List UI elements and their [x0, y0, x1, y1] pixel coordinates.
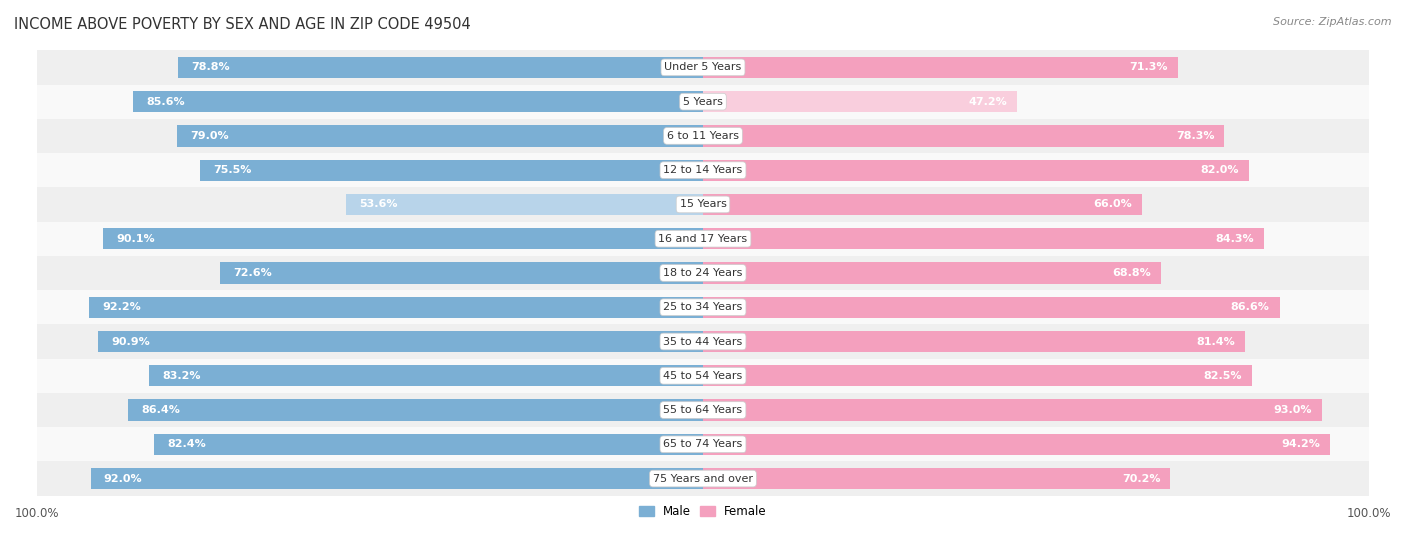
Text: 78.3%: 78.3% — [1175, 131, 1215, 141]
Bar — [703, 331, 1244, 352]
Bar — [703, 228, 1264, 249]
Text: 65 to 74 Years: 65 to 74 Years — [664, 439, 742, 449]
Bar — [98, 331, 703, 352]
Text: 72.6%: 72.6% — [233, 268, 271, 278]
Bar — [177, 125, 703, 146]
Bar — [37, 290, 1369, 324]
Text: 78.8%: 78.8% — [191, 63, 231, 72]
Bar — [703, 57, 1178, 78]
Text: 93.0%: 93.0% — [1274, 405, 1312, 415]
Text: 45 to 54 Years: 45 to 54 Years — [664, 371, 742, 381]
Text: 55 to 64 Years: 55 to 64 Years — [664, 405, 742, 415]
Bar — [37, 427, 1369, 461]
Bar — [37, 256, 1369, 290]
Legend: Male, Female: Male, Female — [634, 500, 772, 523]
Text: 16 and 17 Years: 16 and 17 Years — [658, 234, 748, 244]
Bar — [37, 84, 1369, 119]
Text: 85.6%: 85.6% — [146, 97, 186, 107]
Text: 75 Years and over: 75 Years and over — [652, 473, 754, 484]
Text: 90.9%: 90.9% — [111, 337, 150, 347]
Bar — [703, 125, 1225, 146]
Bar — [37, 119, 1369, 153]
Bar — [37, 324, 1369, 359]
Text: 86.4%: 86.4% — [141, 405, 180, 415]
Bar — [103, 228, 703, 249]
Text: 35 to 44 Years: 35 to 44 Years — [664, 337, 742, 347]
Bar — [37, 221, 1369, 256]
Bar — [37, 50, 1369, 84]
Bar — [703, 434, 1330, 455]
Text: 68.8%: 68.8% — [1112, 268, 1152, 278]
Text: 94.2%: 94.2% — [1281, 439, 1320, 449]
Text: Under 5 Years: Under 5 Years — [665, 63, 741, 72]
Bar — [37, 153, 1369, 187]
Bar — [37, 187, 1369, 221]
Text: Source: ZipAtlas.com: Source: ZipAtlas.com — [1274, 17, 1392, 27]
Text: 12 to 14 Years: 12 to 14 Years — [664, 165, 742, 175]
Bar — [37, 359, 1369, 393]
Bar — [346, 194, 703, 215]
Bar — [37, 461, 1369, 496]
Bar — [179, 57, 703, 78]
Bar — [703, 194, 1143, 215]
Text: 92.0%: 92.0% — [104, 473, 142, 484]
Text: 66.0%: 66.0% — [1094, 200, 1132, 210]
Bar — [703, 262, 1161, 283]
Bar — [703, 297, 1279, 318]
Bar — [703, 365, 1253, 386]
Text: 6 to 11 Years: 6 to 11 Years — [666, 131, 740, 141]
Text: 18 to 24 Years: 18 to 24 Years — [664, 268, 742, 278]
Text: 15 Years: 15 Years — [679, 200, 727, 210]
Bar — [90, 468, 703, 489]
Text: 81.4%: 81.4% — [1197, 337, 1234, 347]
Bar — [703, 159, 1249, 181]
Bar — [703, 468, 1170, 489]
Text: 90.1%: 90.1% — [117, 234, 155, 244]
Bar — [201, 159, 703, 181]
Text: 82.4%: 82.4% — [167, 439, 207, 449]
Text: 47.2%: 47.2% — [969, 97, 1007, 107]
Bar — [128, 400, 703, 421]
Text: 5 Years: 5 Years — [683, 97, 723, 107]
Text: 83.2%: 83.2% — [163, 371, 201, 381]
Text: 92.2%: 92.2% — [103, 302, 141, 312]
Text: 82.5%: 82.5% — [1204, 371, 1243, 381]
Bar — [703, 400, 1322, 421]
Text: 75.5%: 75.5% — [214, 165, 252, 175]
Bar — [37, 393, 1369, 427]
Bar — [155, 434, 703, 455]
Text: 86.6%: 86.6% — [1230, 302, 1270, 312]
Bar — [149, 365, 703, 386]
Bar — [219, 262, 703, 283]
Bar — [134, 91, 703, 112]
Text: 84.3%: 84.3% — [1216, 234, 1254, 244]
Text: INCOME ABOVE POVERTY BY SEX AND AGE IN ZIP CODE 49504: INCOME ABOVE POVERTY BY SEX AND AGE IN Z… — [14, 17, 471, 32]
Text: 79.0%: 79.0% — [190, 131, 229, 141]
Text: 71.3%: 71.3% — [1129, 63, 1168, 72]
Bar — [89, 297, 703, 318]
Text: 53.6%: 53.6% — [360, 200, 398, 210]
Bar — [703, 91, 1017, 112]
Text: 70.2%: 70.2% — [1122, 473, 1160, 484]
Text: 82.0%: 82.0% — [1201, 165, 1239, 175]
Text: 25 to 34 Years: 25 to 34 Years — [664, 302, 742, 312]
